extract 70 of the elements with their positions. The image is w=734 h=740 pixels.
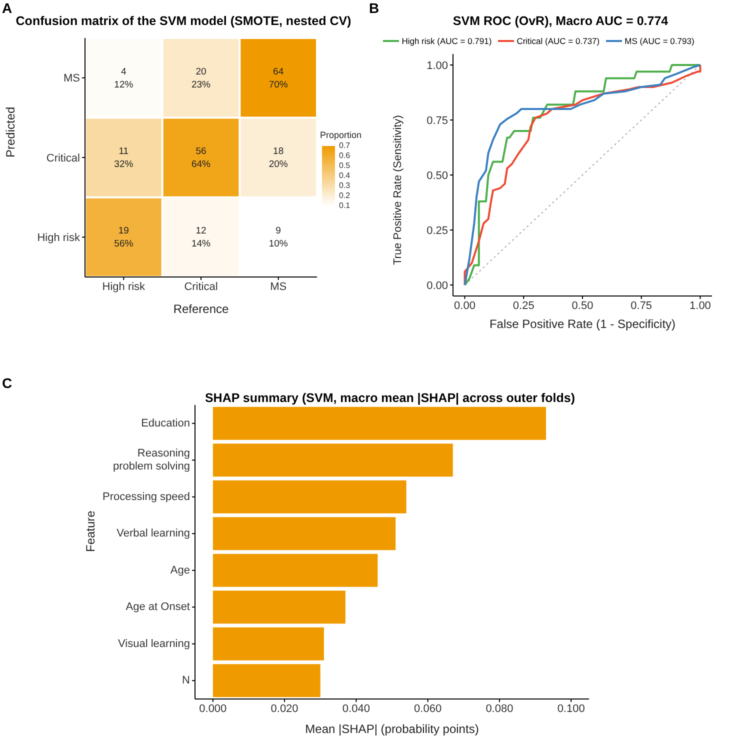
x-tick-label: 0.100 <box>557 702 585 715</box>
y-tick-label: Critical <box>46 152 80 164</box>
y-tick-label: Education <box>141 417 190 430</box>
bar <box>212 627 324 660</box>
data-label: 20 23% <box>191 66 212 90</box>
y-axis-title: Feature <box>83 510 98 552</box>
x-tick-label: 1.00 <box>690 300 711 312</box>
y-tick-label: 0.50 <box>426 170 448 182</box>
data-label: 64 70% <box>268 66 288 90</box>
x-tick-label: 0.000 <box>199 702 227 715</box>
y-tick-label: High risk <box>37 232 80 244</box>
y-tick-label: Verbal learning <box>116 528 190 540</box>
color-bar-label: 0.5 <box>339 161 351 170</box>
x-tick-label: 0.75 <box>630 300 652 312</box>
x-tick-label: 0.50 <box>572 300 594 312</box>
x-tick-label: 0.040 <box>342 702 370 715</box>
x-tick-label: 0.25 <box>512 300 534 312</box>
x-tick-label: 0.080 <box>486 702 514 715</box>
chart-title: SVM ROC (OvR), Macro AUC = 0.774 <box>452 14 670 28</box>
data-label: 11 32% <box>114 146 134 170</box>
x-tick-label: 0.00 <box>454 300 476 312</box>
bar <box>212 517 396 550</box>
legend-label: MS (AUC = 0.793) <box>624 36 694 46</box>
data-label: 56 64% <box>191 146 212 170</box>
data-label: 18 20% <box>268 146 288 170</box>
bar <box>212 480 406 514</box>
x-axis-title: Reference <box>173 302 230 316</box>
x-tick-label: 0.020 <box>270 702 298 715</box>
y-tick-label: 0.75 <box>426 114 448 127</box>
color-bar-label: 0.2 <box>339 191 351 200</box>
chart-title: Confusion matrix of the SVM model (SMOTE, nested CV) <box>16 14 352 28</box>
x-axis-title: Mean |SHAP| (probability points) <box>305 722 479 736</box>
legend-label: Critical (AUC = 0.737) <box>516 36 600 46</box>
x-tick-label: 0.060 <box>414 702 442 715</box>
y-tick-label: Processing speed <box>102 490 190 503</box>
x-tick-label: Critical <box>184 280 218 293</box>
color-scale: Proportion 0.1 0.2 0.3 0.4 0.5 0.6 0.7 <box>320 128 370 218</box>
legend-title: Proportion <box>320 130 362 140</box>
y-tick-label: Age <box>170 564 190 576</box>
y-tick-label: Age at Onset <box>126 601 190 614</box>
bar <box>212 554 378 587</box>
text: C <box>2 375 12 391</box>
y-tick-label: 1.00 <box>426 60 448 72</box>
color-bar-label: 0.6 <box>339 151 351 160</box>
bar <box>212 444 453 477</box>
y-axis-title: Predicted <box>3 106 18 158</box>
y-tick-label: Reasoning problem solving <box>112 448 190 473</box>
color-bar-label: 0.7 <box>339 141 351 150</box>
data-label: 4 12% <box>114 66 134 90</box>
legend-label: High risk (AUC = 0.791) <box>400 36 492 46</box>
y-tick-label: N <box>182 674 190 687</box>
color-bar-label: 0.4 <box>339 171 351 180</box>
x-axis-title: False Positive Rate (1 - Specificity) <box>489 317 676 331</box>
data-label: 9 10% <box>268 225 288 250</box>
bar <box>212 664 320 698</box>
y-tick-label: MS <box>64 72 80 85</box>
color-bar-label: 0.1 <box>339 201 351 210</box>
chart-title: SHAP summary (SVM, macro mean |SHAP| across outer folds) <box>204 391 576 405</box>
data-label: 19 56% <box>114 225 134 250</box>
y-axis-title: True Positive Rate (Sensitivity) <box>392 115 404 265</box>
data-label: 12 14% <box>191 225 212 250</box>
y-tick-label: Visual learning <box>118 638 190 650</box>
color-bar-label: 0.3 <box>339 181 351 190</box>
bar <box>212 590 346 624</box>
bar <box>212 406 546 440</box>
x-tick-label: High risk <box>102 280 146 293</box>
y-tick-label: 0.25 <box>426 224 448 237</box>
text: B <box>369 0 380 16</box>
text: A <box>2 0 12 16</box>
x-tick-label: MS <box>270 280 287 293</box>
